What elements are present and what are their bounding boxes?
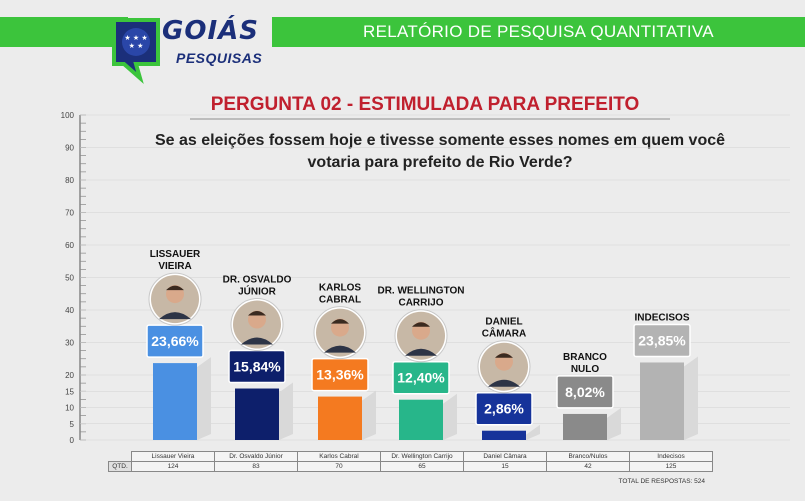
candidate-photo-shoulders [159, 312, 191, 320]
table-cell-name: Lissauer Vieira [131, 451, 215, 462]
y-tick-label: 90 [65, 144, 74, 153]
y-tick-label: 15 [65, 387, 74, 396]
bar [235, 388, 279, 440]
y-tick-label: 100 [61, 111, 75, 120]
value-label: 13,36% [316, 367, 364, 383]
y-tick-label: 80 [65, 176, 74, 185]
candidate-name-label: DR. WELLINGTON [377, 286, 464, 297]
candidate-photo-hair [166, 285, 184, 291]
table-cell-name: Dr. Osvaldo Júnior [214, 451, 298, 462]
bar [482, 430, 526, 440]
header-title: RELATÓRIO DE PESQUISA QUANTITATIVA [272, 17, 805, 47]
value-label: 8,02% [565, 384, 605, 400]
bar [640, 362, 684, 440]
bar [563, 413, 607, 440]
table-cell-count: 125 [629, 461, 713, 472]
svg-text:★ ★: ★ ★ [129, 42, 144, 50]
table-cell-count: 70 [297, 461, 381, 472]
table-cell-name: Daniel Câmara [463, 451, 547, 462]
candidate-photo-shoulders [405, 348, 437, 356]
table-cell-name: Dr. Wellington Carrijo [380, 451, 464, 462]
candidate-name-label: NULO [571, 364, 600, 375]
value-label: 23,66% [151, 333, 199, 349]
candidate-photo-hair [412, 322, 430, 327]
value-label: 15,84% [233, 359, 281, 375]
candidate-name-label: BRANCO [563, 352, 607, 363]
value-label-box [633, 323, 691, 358]
header-bar-left [0, 17, 128, 47]
value-label-box [556, 375, 614, 409]
candidate-name-label: DANIEL [485, 317, 522, 328]
bar-shadow [362, 390, 376, 440]
question-text: Se as eleições fossem hoje e tivesse som… [154, 132, 726, 171]
table-qtd-header: QTD. [108, 461, 132, 472]
table-row-names: Lissauer Vieira Dr. Osvaldo Júnior Karlos … [109, 451, 713, 462]
candidate-name-label: CARRIJO [398, 298, 443, 309]
table-cell-count: 83 [214, 461, 298, 472]
bar [318, 396, 362, 440]
candidate-name-label: VIEIRA [158, 261, 191, 272]
bar-chart: 0 5 10 15 20 30 40 50 60 70 80 90 100 23,66% LISSAUERV… [61, 111, 790, 445]
y-tick-label: 5 [70, 420, 75, 429]
table-cell-name: Branco/Nulos [546, 451, 630, 462]
candidate-name-label: INDECISOS [634, 312, 689, 323]
bar [399, 399, 443, 440]
bar-shadow [526, 424, 540, 440]
logo-text-goias: GOIÁS [162, 16, 259, 46]
total-responses: TOTAL DE RESPOSTAS: 524 [618, 478, 705, 485]
bar-shadow [279, 382, 293, 440]
svg-text:★ ★ ★: ★ ★ ★ [124, 34, 147, 42]
candidate-name-label: CABRAL [319, 295, 361, 306]
bar-shadow [197, 357, 211, 440]
candidate-name-label: LISSAUER [150, 249, 201, 260]
candidate-name-label: KARLOS [319, 283, 362, 294]
candidate-photo-hair [248, 311, 266, 316]
bar [153, 363, 197, 440]
goias-pesquisas-logo: ★ ★ ★ ★ ★ GOIÁS PESQUISAS [106, 14, 276, 84]
y-tick-label: 30 [65, 339, 74, 348]
table-cell-count: 15 [463, 461, 547, 472]
candidate-name-label: JÚNIOR [238, 285, 277, 298]
value-label: 23,85% [638, 332, 686, 348]
y-tick-label: 70 [65, 209, 74, 218]
candidate-photo-hair [331, 319, 349, 324]
y-tick-label: 40 [65, 306, 74, 315]
y-tick-label: 10 [65, 404, 74, 413]
candidate-photo-shoulders [488, 379, 520, 387]
logo-text-pesquisas: PESQUISAS [176, 50, 263, 66]
table-cell-count: 65 [380, 461, 464, 472]
title-underline [190, 118, 670, 120]
page-title: PERGUNTA 02 - ESTIMULADA PARA PREFEITO [210, 94, 640, 115]
y-tick-label: 20 [65, 371, 74, 380]
data-table: Lissauer Vieira Dr. Osvaldo Júnior Karlos … [108, 451, 713, 472]
candidate-photo-shoulders [241, 337, 273, 345]
table-cell-name: Karlos Cabral [297, 451, 381, 462]
candidate-photo-hair [495, 353, 513, 358]
candidate-name-label: CÂMARA [482, 327, 526, 340]
bar-shadow [607, 407, 621, 440]
bar-shadow [443, 393, 457, 440]
table-cell-name: Indecisos [629, 451, 713, 462]
bar-shadow [684, 356, 698, 440]
y-tick-label: 50 [65, 274, 74, 283]
table-cell-count: 42 [546, 461, 630, 472]
value-label: 12,40% [397, 370, 445, 386]
y-tick-label: 0 [70, 436, 75, 445]
y-tick-label: 60 [65, 241, 74, 250]
candidate-photo-shoulders [324, 345, 356, 353]
table-cell-count: 124 [131, 461, 215, 472]
table-row-counts: QTD. 124 83 70 65 15 42 125 [108, 461, 713, 472]
table-corner-cell [109, 452, 132, 462]
value-label: 2,86% [484, 401, 524, 417]
logo-q-icon: ★ ★ ★ ★ ★ [112, 18, 160, 84]
candidate-name-label: DR. OSVALDO [223, 275, 292, 286]
